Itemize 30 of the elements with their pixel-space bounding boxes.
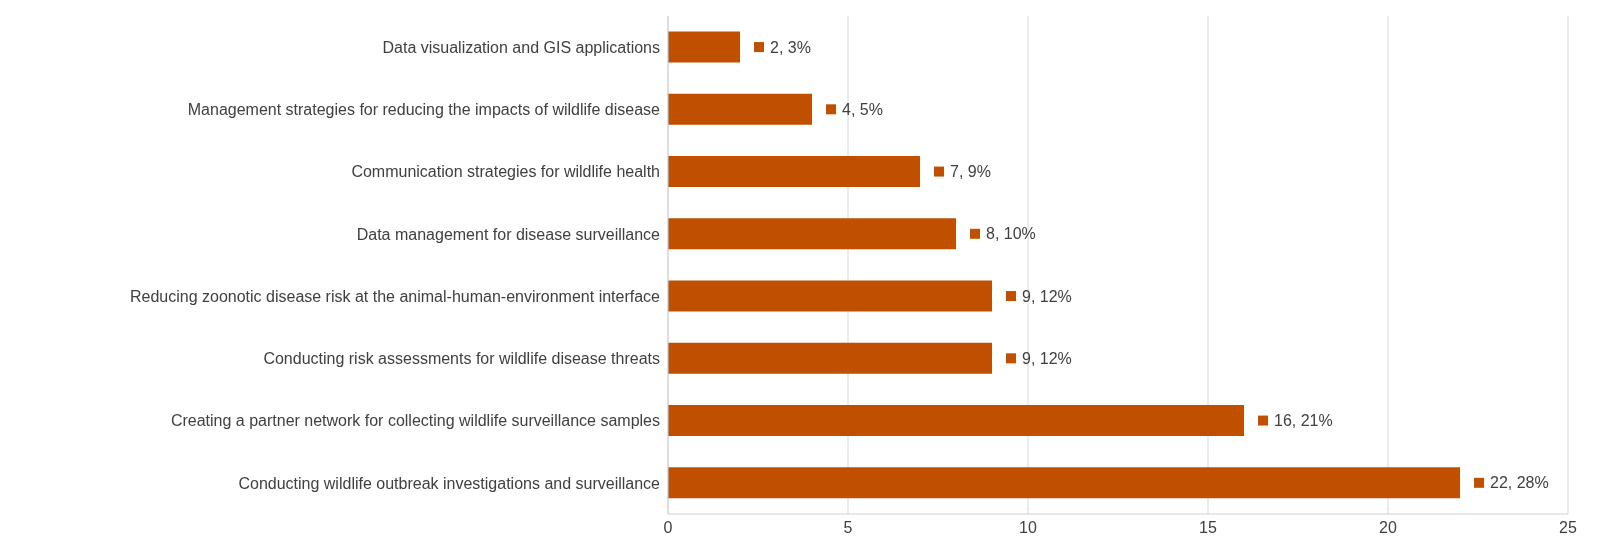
data-label: 9, 12% [1022,287,1072,305]
y-tick-label: Creating a partner network for collecting wildlife surveillance samples [170,412,660,430]
data-label: 9, 12% [1022,349,1072,367]
data-label: 2, 3% [770,38,811,56]
bar [668,467,1460,499]
x-tick-label: 5 [843,519,853,537]
x-tick-label: 15 [1199,519,1217,537]
data-label: 16, 21% [1274,412,1333,430]
bar [668,93,812,125]
y-tick-label: Management strategies for reducing the impacts of wildlife disease [187,101,661,119]
data-label: 8, 10% [986,225,1036,243]
y-tick-label: Data visualization and GIS applications [382,38,660,56]
y-tick-label: Conducting risk assessments for wildlife disease threats [263,350,660,368]
bar [668,280,992,312]
bar [668,218,956,250]
data-label: 4, 5% [842,100,883,118]
x-tick-label: 0 [663,519,673,537]
bar [668,342,992,374]
x-tick-label: 25 [1559,519,1577,537]
y-tick-label: Reducing zoonotic disease risk at the animal-human-environment interface [129,287,661,305]
data-label: 22, 28% [1490,474,1549,492]
bar [668,156,920,188]
y-tick-label: Data management for disease surveillance [356,225,661,243]
bar [668,405,1244,437]
bar [668,31,740,63]
x-tick-label: 10 [1019,519,1037,537]
y-tick-label: Communication strategies for wildlife health [351,163,660,181]
y-tick-label: Conducting wildlife outbreak investigations and surveillance [238,474,661,492]
x-tick-label: 20 [1379,519,1397,537]
data-label: 7, 9% [950,163,991,181]
